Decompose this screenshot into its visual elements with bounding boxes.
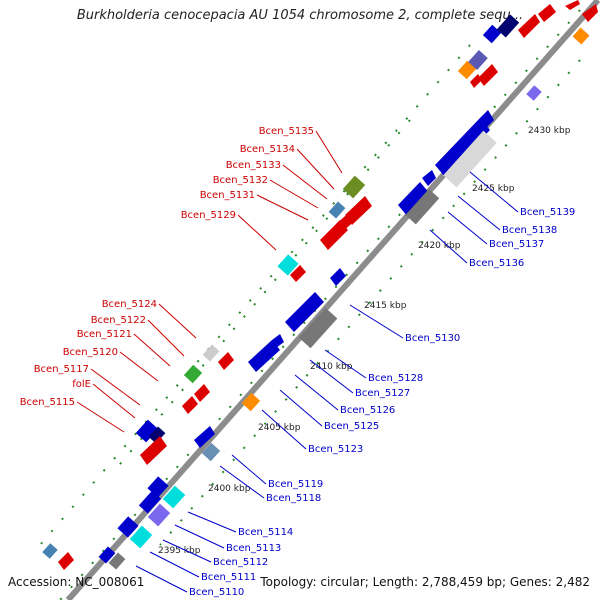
forward-leader-lines (76, 130, 343, 433)
gene-label[interactable]: Bcen_5122 (91, 315, 146, 326)
tick-label: 2420 kbp (418, 241, 461, 251)
gene-label[interactable]: Bcen_5131 (200, 190, 255, 201)
tick-label: 2415 kbp (364, 301, 407, 311)
tick-label: 2425 kbp (472, 184, 515, 194)
gene-label[interactable]: Bcen_5121 (77, 329, 132, 340)
gene-label[interactable]: Bcen_5117 (34, 364, 89, 375)
summary-text: Topology: circular; Length: 2,788,459 bp… (260, 575, 590, 589)
reverse-leader-lines (135, 171, 519, 593)
gene-label[interactable]: Bcen_5127 (355, 388, 410, 399)
reverse-strand-features (194, 85, 542, 462)
gene-label[interactable]: Bcen_5115 (20, 397, 75, 408)
gene-label[interactable]: Bcen_5120 (63, 347, 118, 358)
gene-label[interactable]: Bcen_5113 (226, 543, 281, 554)
gene-label[interactable]: folE (72, 379, 91, 390)
accession-text: Accession: NC_008061 (8, 575, 145, 589)
gene-label[interactable]: Bcen_5130 (405, 333, 460, 344)
tick-label: 2400 kbp (208, 484, 251, 494)
gene-label[interactable]: Bcen_5133 (226, 160, 281, 171)
gene-label[interactable]: Bcen_5132 (213, 175, 268, 186)
gene-label[interactable]: Bcen_5138 (502, 225, 557, 236)
gene-label[interactable]: Bcen_5135 (259, 126, 314, 137)
tick-label: 2410 kbp (310, 362, 353, 372)
gene-label[interactable]: Bcen_5137 (489, 239, 544, 250)
tick-labels: 2430 kbp 2425 kbp 2420 kbp 2415 kbp 2410… (158, 126, 571, 556)
reverse-gene-labels[interactable]: Bcen_5139 Bcen_5138 Bcen_5137 Bcen_5136 … (189, 207, 575, 598)
tick-label: 2405 kbp (258, 423, 301, 433)
gene-label[interactable]: Bcen_5134 (240, 144, 295, 155)
gene-label[interactable]: Bcen_5129 (181, 210, 236, 221)
gene-label[interactable]: Bcen_5125 (324, 421, 379, 432)
gene-label[interactable]: Bcen_5124 (102, 299, 157, 310)
forward-gene-labels[interactable]: Bcen_5135 Bcen_5134 Bcen_5133 Bcen_5132 … (20, 126, 314, 408)
gene-label[interactable]: Bcen_5136 (469, 258, 524, 269)
gene-label[interactable]: Bcen_5111 (201, 572, 256, 583)
tick-label: 2395 kbp (158, 546, 201, 556)
gene-label[interactable]: Bcen_5110 (189, 587, 244, 598)
gene-label[interactable]: Bcen_5114 (238, 527, 293, 538)
gene-label[interactable]: Bcen_5112 (213, 557, 268, 568)
tick-label: 2430 kbp (528, 126, 571, 136)
gene-label[interactable]: Bcen_5123 (308, 444, 363, 455)
forward-strand-features (42, 0, 598, 570)
map-title: Burkholderia cenocepacia AU 1054 chromos… (76, 8, 524, 23)
guide-tracks (39, 9, 581, 600)
gene-label[interactable]: Bcen_5139 (520, 207, 575, 218)
gene-label[interactable]: Bcen_5119 (268, 479, 323, 490)
gene-label[interactable]: Bcen_5126 (340, 405, 395, 416)
gene-label[interactable]: Bcen_5128 (368, 373, 423, 384)
gene-label[interactable]: Bcen_5118 (266, 493, 321, 504)
